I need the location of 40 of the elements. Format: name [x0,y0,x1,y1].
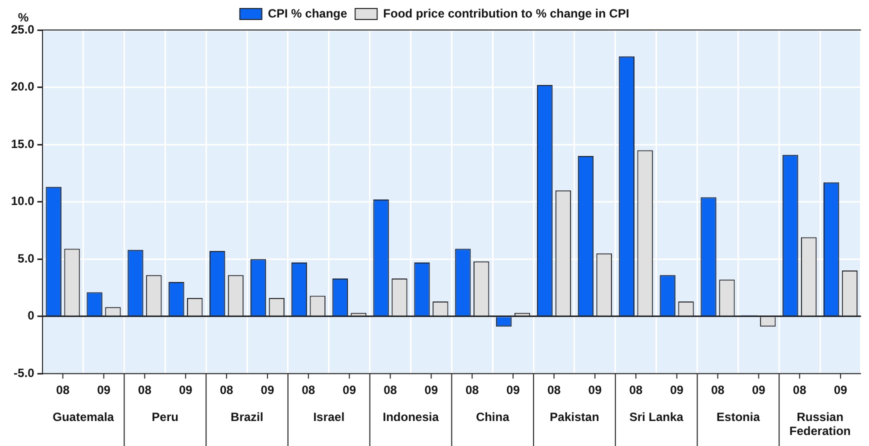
text: China [476,410,510,424]
x-tick-label: 09 [342,383,356,398]
text: Sri Lanka [629,410,684,424]
y-tick-label: 25.0 [10,22,35,36]
x-tick-label: 08 [384,383,398,398]
x-tick-label: 09 [588,383,602,398]
text: Brazil [230,410,264,424]
y-tick-label: 0 [28,308,35,323]
x-tick-label: 09 [834,383,848,398]
y-tick-label: 15.0 [10,136,35,151]
text: Indonesia [382,410,440,424]
x-tick-label: 08 [792,383,807,398]
legend-label: Food price contribution to % change in CPI [383,6,630,20]
y-tick-label: 10.0 [10,194,35,208]
x-tick-label: 09 [752,383,766,398]
text: Peru [152,410,178,424]
text: Pakistan [550,410,600,424]
text: Estonia [716,410,760,424]
x-tick-label: 09 [260,383,274,398]
y-axis-title: % [18,10,29,24]
x-tick-label: 09 [97,383,111,398]
x-tick-label: 08 [629,383,643,398]
x-tick-label: 08 [56,383,70,398]
x-tick-label: 08 [465,383,480,398]
x-tick-label: 08 [547,383,561,398]
legend-label: CPI % change [268,6,348,20]
text: Israel [313,410,345,424]
x-tick-label: 08 [302,383,316,398]
x-tick-label: 08 [138,383,152,398]
x-tick-label: 09 [506,383,520,398]
y-tick-label: 20.0 [10,80,35,94]
y-tick-label: -5.0 [14,366,35,380]
x-tick-label: 08 [220,383,234,398]
x-tick-label: 09 [178,383,193,398]
text: Guatemala [52,410,114,424]
y-tick-label: 5.0 [18,251,35,266]
x-tick-label: 09 [670,383,684,398]
x-tick-label: 08 [711,383,725,398]
text: Russian Federation [789,410,851,438]
x-tick-label: 09 [424,383,438,398]
